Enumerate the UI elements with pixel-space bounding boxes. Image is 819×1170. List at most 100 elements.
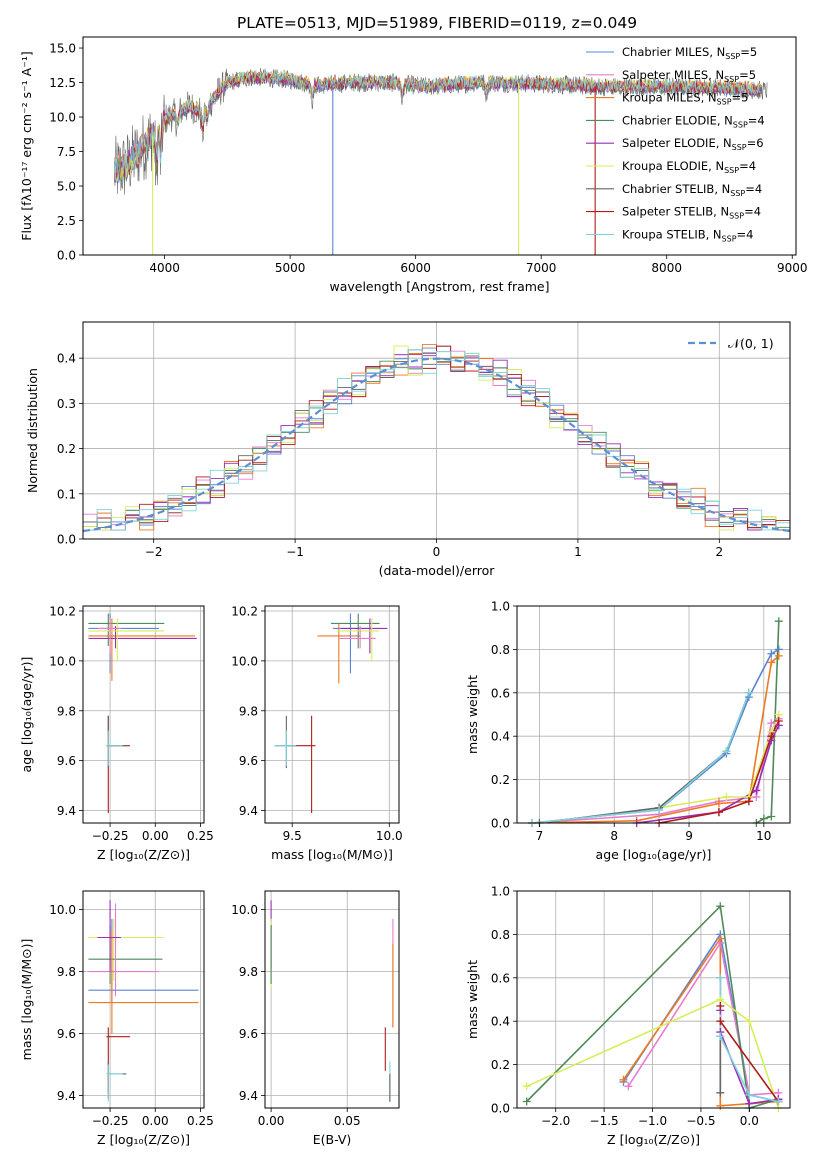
spectrum-x-tick-label: 8000: [651, 261, 682, 275]
spectrum-plot-area: [114, 68, 768, 255]
mass_weight_vs_age-x-tick-label: 9: [685, 829, 693, 843]
mass_weight_vs_age-series-kroupa_stelib: [531, 692, 750, 823]
mass_weight_vs_Z-y-tick-label: 0.4: [491, 1015, 510, 1029]
residuals-y-tick-label: 0.0: [57, 533, 76, 547]
mass_weight_vs_age-y-axis-label: mass weight: [465, 675, 480, 754]
legend-label-value: =4: [748, 113, 765, 127]
mass_weight_vs_Z-x-tick-label: −2.0: [541, 1114, 570, 1128]
mass_weight_vs_age-series-salpeter_miles: [531, 718, 780, 823]
spectrum-y-tick-label: 15.0: [49, 42, 76, 56]
residuals-y-tick-label: 0.2: [57, 442, 76, 456]
mass_vs_ebv-plot-area: [270, 900, 394, 1102]
mass_weight_vs_age-y-tick-label: 0.6: [491, 686, 510, 700]
mass_weight_vs_Z-marker-salpeter_stelib: [716, 1002, 725, 1011]
age_vs_mass-x-axis-label: mass [log₁₀(M/M⊙)]: [271, 847, 393, 862]
age_vs_Z-x-axis-label: Z [log₁₀(Z/Z⊙)]: [97, 847, 190, 862]
mass_weight_vs_age-plot-area: [531, 621, 780, 823]
residuals-x-axis-label: (data-model)/error: [379, 563, 496, 578]
spectrum-y-tick-label: 10.0: [49, 111, 76, 125]
mass_weight_vs_age-marker-salpeter_elodie: [752, 786, 761, 795]
legend-label-value: =4: [744, 205, 761, 219]
legend-label-salpeter_stelib: Salpeter STELIB, NSSP=4: [622, 205, 761, 221]
spectrum-x-tick-label: 9000: [777, 261, 808, 275]
age_vs_Z-x-tick-label: −0.25: [92, 829, 129, 843]
mass_vs_Z-plot-area: [88, 900, 199, 1102]
mass_weight_vs_Z-frame: [516, 890, 791, 1109]
mass_weight_vs_age-marker-kroupa_elodie: [722, 792, 731, 801]
model-spectrum-kroupa_stelib: [114, 69, 761, 182]
mass_weight_vs_age-marker-chabrier_elodie: [774, 617, 783, 626]
legend-label-value: =5: [732, 91, 749, 105]
mass_vs_ebv-panel: 0.00 0.05 9.4 9.6 9.8 10.0 E(B-V): [231, 890, 400, 1147]
age_vs_Z-y-axis-label: age [log₁₀(age/yr)]: [19, 657, 34, 773]
mass_vs_Z-y-tick-label: 9.6: [57, 1027, 76, 1041]
spectrum-x-tick-label: 4000: [149, 261, 180, 275]
mass_weight_vs_Z-y-tick-label: 0.6: [491, 971, 510, 985]
legend-label-subscript: SSP: [717, 98, 732, 107]
mass_weight_vs_Z-x-tick-label: −1.5: [590, 1114, 619, 1128]
spectrum-x-tick-label: 5000: [275, 261, 306, 275]
mass_weight_vs_age-marker-salpeter_stelib: [714, 808, 723, 817]
mass_weight_vs_age-marker-kroupa_miles: [714, 799, 723, 808]
mass_weight_vs_age-x-tick-label: 10: [756, 829, 771, 843]
spectrum-y-tick-label: 0.0: [57, 249, 76, 263]
legend-gaussian-label: 𝒩(0, 1): [728, 336, 774, 351]
age_vs_mass-y-tick-label: 10.0: [231, 654, 258, 668]
age_vs_mass-panel: 9.5 10.0 9.4 9.6 9.8 10.0 10.2 mass [log₁₀(M/M⊙…: [231, 604, 402, 862]
mass_weight_vs_Z-series-kroupa_elodie: [526, 998, 780, 1108]
mass_vs_Z-x-tick-label: 0.00: [142, 1114, 169, 1128]
age_vs_mass-x-tick-label: 10.0: [376, 829, 403, 843]
age_vs_Z-x-tick-label: 0.00: [142, 829, 169, 843]
mass_vs_Z-x-axis-label: Z [log₁₀(Z/Z⊙)]: [97, 1132, 190, 1147]
mass_weight_vs_age-marker-salpeter_stelib: [774, 717, 783, 726]
age_vs_Z-y-tick-label: 10.0: [49, 654, 76, 668]
age_vs_Z-y-tick-label: 10.2: [49, 604, 76, 618]
spectrum-y-tick-label: 12.5: [49, 76, 76, 90]
figure-title: PLATE=0513, MJD=51989, FIBERID=0119, z=0…: [237, 14, 637, 32]
age_vs_mass-plot-area: [274, 613, 388, 814]
legend-label-text: Chabrier MILES, N: [622, 45, 725, 59]
legend-label-value: =6: [747, 136, 764, 150]
mass_weight_vs_age-marker-salpeter_stelib: [767, 732, 776, 741]
spectrum-y-tick-label: 5.0: [57, 180, 76, 194]
legend-label-text: Chabrier ELODIE, N: [622, 113, 733, 127]
mass_weight_vs_age-marker-kroupa_miles: [774, 651, 783, 660]
mass_weight_vs_age-marker-kroupa_miles: [767, 658, 776, 667]
legend-label-value: =4: [737, 227, 754, 241]
spectrum-x-tick-label: 7000: [526, 261, 557, 275]
residuals-x-tick-label: 0: [433, 545, 441, 559]
mass_weight_vs_Z-marker-kroupa_stelib: [745, 1090, 754, 1099]
legend-label-salpeter_miles: Salpeter MILES, NSSP=5: [622, 68, 756, 84]
residuals-panel: −2 −1 0 1 2 0.0 0.1 0.2 0.3 0.4 (data-model)/error…: [25, 321, 791, 578]
residuals-y-tick-label: 0.4: [57, 352, 76, 366]
mass_weight_vs_Z-y-tick-label: 0.8: [491, 928, 510, 942]
age_vs_mass-frame: [264, 605, 400, 824]
legend-label-text: Kroupa ELODIE, N: [622, 159, 724, 173]
mass_weight_vs_Z-y-tick-label: 0.0: [491, 1102, 510, 1116]
mass_weight_vs_Z-y-axis-label: mass weight: [465, 960, 480, 1039]
mass_vs_Z-frame: [82, 890, 205, 1109]
mass_weight_vs_age-marker-kroupa_stelib: [722, 747, 731, 756]
residuals-x-tick-label: −2: [145, 545, 163, 559]
gaussian-curve: [83, 357, 790, 533]
spectrum-panel: 4000 5000 6000 7000 8000 9000 0.0 2.5 5.0 7.5 10.0…: [19, 36, 808, 294]
legend-label-text: Salpeter ELODIE, N: [622, 136, 732, 150]
mass_weight_vs_age-series-kroupa_miles: [531, 655, 780, 823]
mass_weight_vs_Z-marker-salpeter_miles: [624, 1082, 633, 1091]
mass_weight_vs_age-marker-salpeter_miles: [767, 719, 776, 728]
age_vs_Z-panel: −0.25 0.00 0.25 9.4 9.6 9.8 10.0 10.2 Z [log₁₀(Z…: [19, 604, 214, 862]
legend-label-subscript: SSP: [725, 52, 740, 61]
residuals-y-axis-label: Normed distribution: [25, 368, 40, 493]
mass_vs_ebv-x-tick-label: 0.00: [258, 1114, 285, 1128]
mass_weight_vs_Z-y-tick-label: 0.2: [491, 1058, 510, 1072]
mass_weight_vs_age-marker-chabrier_miles: [767, 649, 776, 658]
mass_weight_vs_Z-x-tick-label: −1.0: [638, 1114, 667, 1128]
mass_weight_vs_age-panel: 7 8 9 10 0.0 0.2 0.4 0.6 0.8 1.0 age [log₁₀(age/yr…: [465, 600, 791, 862]
age_vs_Z-plot-area: [88, 613, 197, 814]
age_vs_Z-y-tick-label: 9.8: [57, 704, 76, 718]
legend-label-chabrier_miles: Chabrier MILES, NSSP=5: [622, 45, 757, 61]
mass_weight_vs_Z-marker-kroupa_stelib: [774, 1097, 783, 1106]
residuals-plot-area: [83, 343, 790, 539]
legend-label-subscript: SSP: [722, 234, 737, 243]
